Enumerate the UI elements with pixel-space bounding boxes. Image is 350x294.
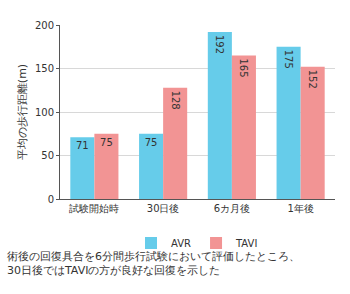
svg-text:75: 75 <box>100 137 113 148</box>
svg-text:1年後: 1年後 <box>287 203 313 214</box>
svg-text:6カ月後: 6カ月後 <box>214 203 250 214</box>
svg-text:200: 200 <box>35 20 54 31</box>
svg-text:75: 75 <box>145 137 158 148</box>
svg-text:152: 152 <box>307 70 318 89</box>
svg-text:100: 100 <box>35 107 54 118</box>
svg-text:128: 128 <box>170 91 181 110</box>
svg-text:術後の回復具合を6分間歩行試験において評価したところ、30日: 術後の回復具合を6分間歩行試験において評価したところ、30日後ではTAVIの方が… <box>7 250 300 277</box>
svg-text:50: 50 <box>41 150 54 161</box>
svg-text:AVR: AVR <box>171 238 191 249</box>
svg-text:71: 71 <box>76 140 89 151</box>
svg-text:150: 150 <box>35 63 54 74</box>
svg-text:試験開始時: 試験開始時 <box>69 203 119 214</box>
svg-text:175: 175 <box>283 50 294 69</box>
svg-text:30日後: 30日後 <box>147 203 180 214</box>
svg-text:0: 0 <box>48 194 54 205</box>
svg-text:平均の歩行距離(m): 平均の歩行距離(m) <box>16 64 29 160</box>
svg-text:TAVI: TAVI <box>235 238 257 249</box>
svg-text:165: 165 <box>238 58 249 77</box>
svg-text:192: 192 <box>214 35 225 54</box>
